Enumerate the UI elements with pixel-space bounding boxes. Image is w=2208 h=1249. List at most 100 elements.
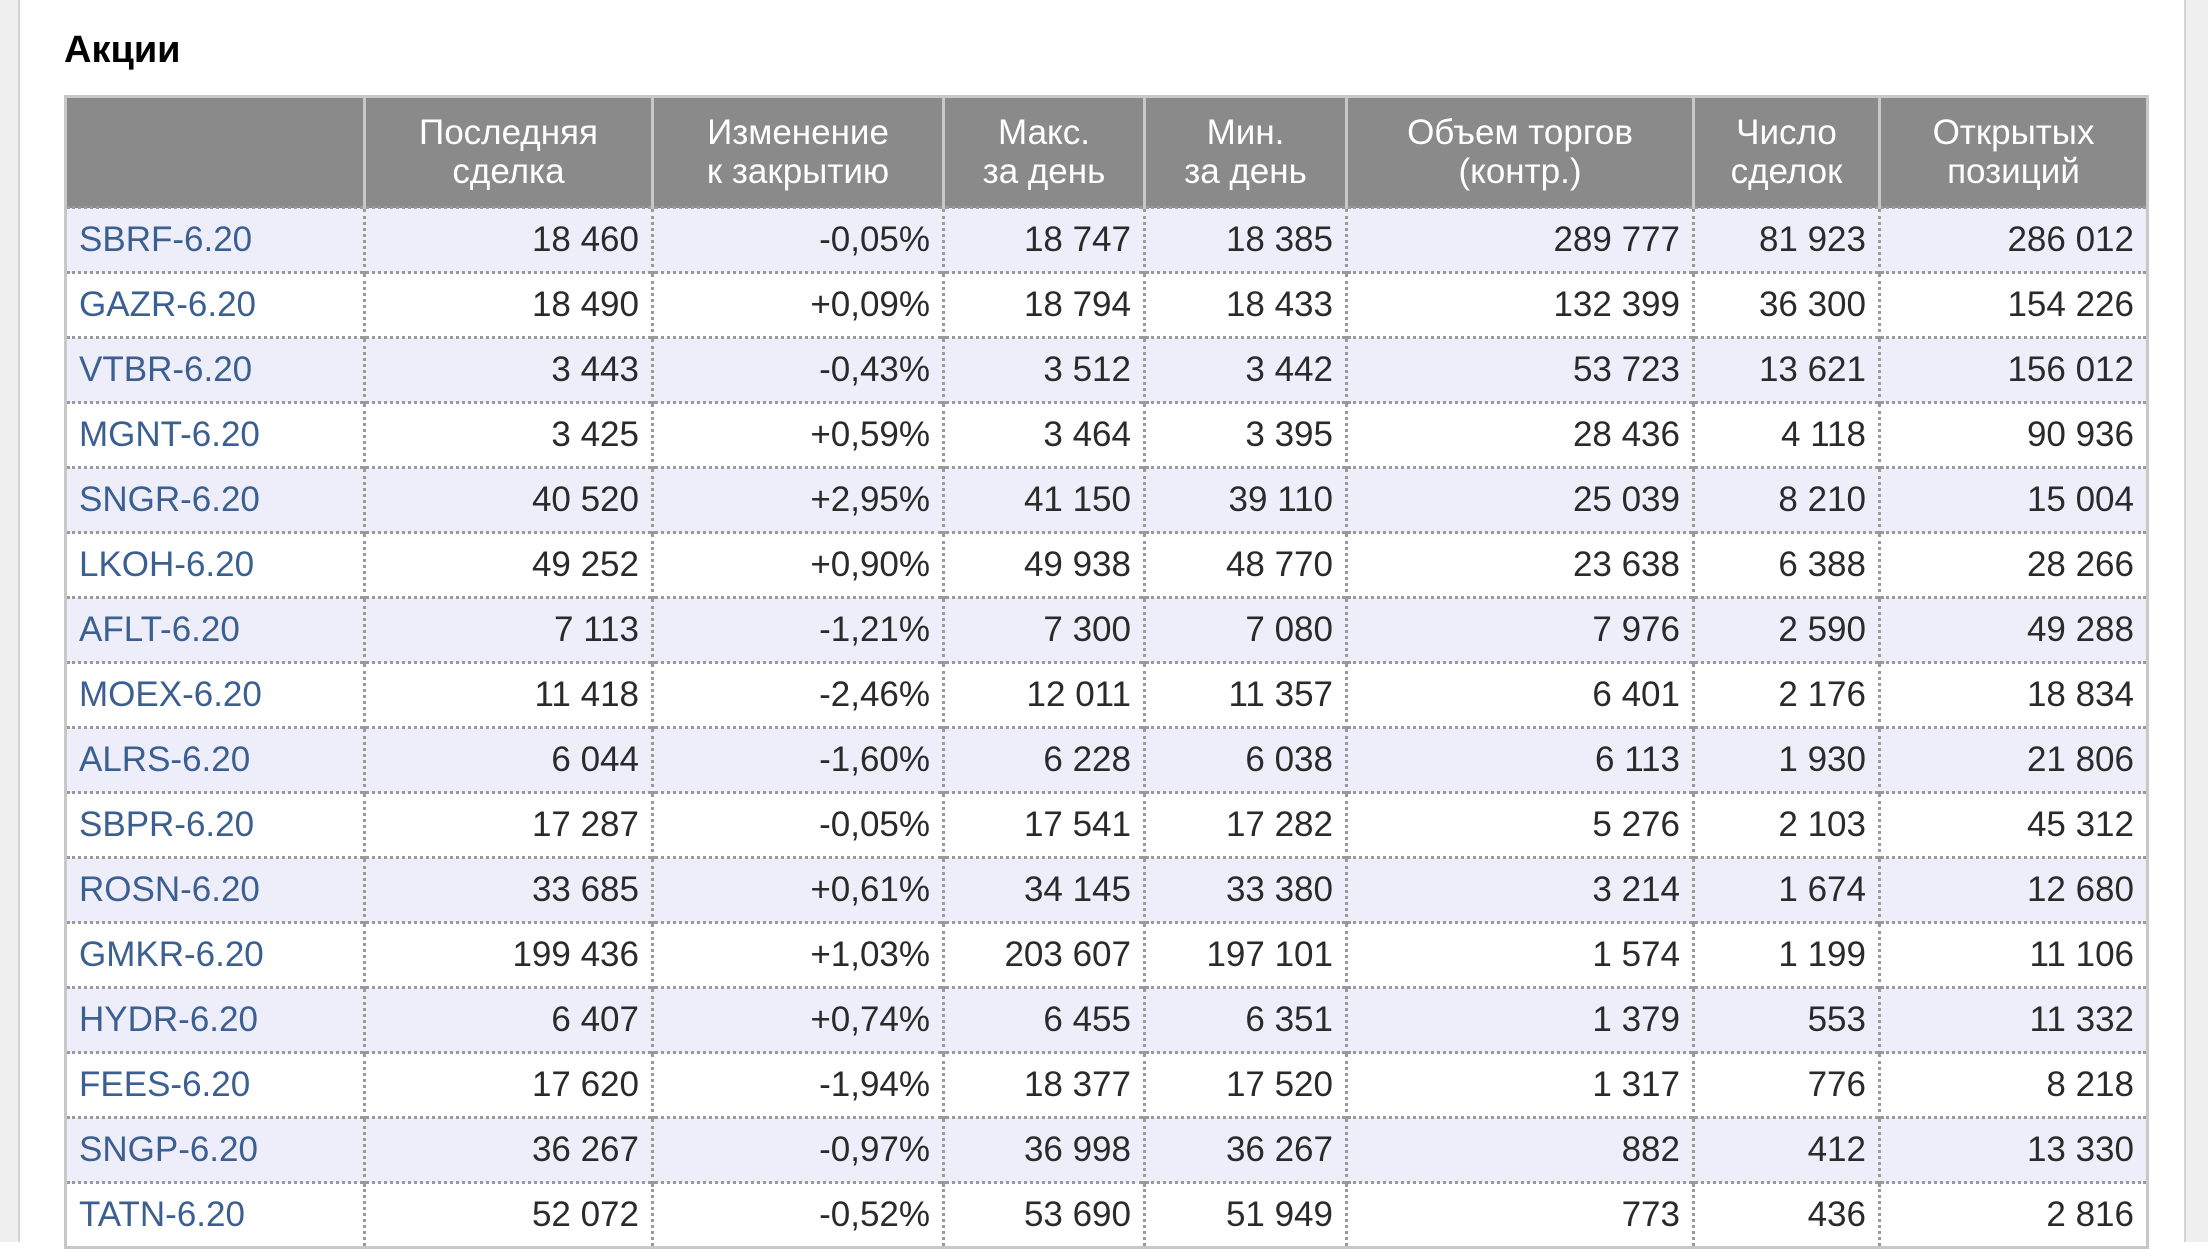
header-volume: Объем торгов (контр.) — [1345, 96, 1694, 208]
cell-ticker: AFLT-6.20 — [65, 596, 365, 663]
cell-last-trade: 17 287 — [363, 791, 653, 858]
cell-trades: 1 930 — [1692, 726, 1880, 793]
cell-volume: 6 113 — [1345, 726, 1694, 793]
quotes-table-body: SBRF-6.20 18 460 -0,05% 18 747 18 385 289 777… — [65, 206, 2148, 1248]
ticker-link[interactable]: MGNT-6.20 — [79, 415, 260, 454]
ticker-link[interactable]: VTBR-6.20 — [79, 350, 253, 389]
table-row: HYDR-6.20 6 407 +0,74% 6 455 6 351 1 379 553 11… — [65, 986, 2148, 1053]
cell-trades: 13 621 — [1692, 336, 1880, 403]
cell-open-interest: 12 680 — [1878, 856, 2148, 923]
cell-change: -2,46% — [651, 661, 944, 728]
cell-change: -0,43% — [651, 336, 944, 403]
ticker-link[interactable]: ALRS-6.20 — [79, 740, 251, 779]
ticker-link[interactable]: MOEX-6.20 — [79, 675, 262, 714]
cell-day-low: 17 520 — [1143, 1051, 1347, 1118]
table-row: TATN-6.20 52 072 -0,52% 53 690 51 949 773 436 2… — [65, 1181, 2148, 1248]
header-ticker — [65, 96, 365, 208]
cell-change: +0,74% — [651, 986, 944, 1053]
ticker-link[interactable]: SBRF-6.20 — [79, 220, 253, 259]
cell-volume: 5 276 — [1345, 791, 1694, 858]
cell-day-high: 12 011 — [942, 661, 1145, 728]
cell-last-trade: 36 267 — [363, 1116, 653, 1183]
cell-day-high: 18 794 — [942, 271, 1145, 338]
cell-day-low: 18 385 — [1143, 206, 1347, 273]
section-title: Акции — [64, 29, 181, 71]
cell-trades: 4 118 — [1692, 401, 1880, 468]
cell-last-trade: 11 418 — [363, 661, 653, 728]
cell-day-low: 39 110 — [1143, 466, 1347, 533]
ticker-link[interactable]: LKOH-6.20 — [79, 545, 255, 584]
cell-open-interest: 49 288 — [1878, 596, 2148, 663]
cell-open-interest: 28 266 — [1878, 531, 2148, 598]
header-label: Макс. — [998, 113, 1090, 152]
right-scroll-edge — [2184, 0, 2208, 1242]
cell-day-high: 49 938 — [942, 531, 1145, 598]
cell-last-trade: 199 436 — [363, 921, 653, 988]
cell-day-high: 3 512 — [942, 336, 1145, 403]
cell-last-trade: 3 443 — [363, 336, 653, 403]
cell-volume: 53 723 — [1345, 336, 1694, 403]
table-row: ALRS-6.20 6 044 -1,60% 6 228 6 038 6 113 1 930… — [65, 726, 2148, 793]
cell-ticker: GAZR-6.20 — [65, 271, 365, 338]
ticker-link[interactable]: FEES-6.20 — [79, 1065, 251, 1104]
cell-trades: 81 923 — [1692, 206, 1880, 273]
ticker-link[interactable]: SNGP-6.20 — [79, 1130, 258, 1169]
ticker-link[interactable]: GAZR-6.20 — [79, 285, 256, 324]
cell-trades: 36 300 — [1692, 271, 1880, 338]
header-label: сделка — [452, 152, 565, 191]
cell-day-high: 53 690 — [942, 1181, 1145, 1248]
cell-day-low: 48 770 — [1143, 531, 1347, 598]
header-label: Число — [1736, 113, 1837, 152]
cell-open-interest: 156 012 — [1878, 336, 2148, 403]
cell-change: +1,03% — [651, 921, 944, 988]
cell-day-low: 51 949 — [1143, 1181, 1347, 1248]
cell-open-interest: 154 226 — [1878, 271, 2148, 338]
header-label: Мин. — [1206, 113, 1285, 152]
cell-open-interest: 286 012 — [1878, 206, 2148, 273]
ticker-link[interactable]: ROSN-6.20 — [79, 870, 260, 909]
cell-day-low: 6 351 — [1143, 986, 1347, 1053]
cell-ticker: SNGP-6.20 — [65, 1116, 365, 1183]
cell-last-trade: 3 425 — [363, 401, 653, 468]
cell-volume: 773 — [1345, 1181, 1694, 1248]
header-label: позиций — [1947, 152, 2080, 191]
ticker-link[interactable]: GMKR-6.20 — [79, 935, 264, 974]
cell-volume: 6 401 — [1345, 661, 1694, 728]
cell-day-high: 7 300 — [942, 596, 1145, 663]
ticker-link[interactable]: HYDR-6.20 — [79, 1000, 258, 1039]
cell-day-low: 18 433 — [1143, 271, 1347, 338]
cell-ticker: VTBR-6.20 — [65, 336, 365, 403]
cell-open-interest: 2 816 — [1878, 1181, 2148, 1248]
ticker-link[interactable]: SNGR-6.20 — [79, 480, 260, 519]
cell-ticker: ALRS-6.20 — [65, 726, 365, 793]
cell-day-high: 6 228 — [942, 726, 1145, 793]
header-label: к закрытию — [706, 152, 890, 191]
ticker-link[interactable]: SBPR-6.20 — [79, 805, 255, 844]
table-row: AFLT-6.20 7 113 -1,21% 7 300 7 080 7 976 2 590… — [65, 596, 2148, 663]
ticker-link[interactable]: AFLT-6.20 — [79, 610, 240, 649]
cell-last-trade: 17 620 — [363, 1051, 653, 1118]
cell-ticker: ROSN-6.20 — [65, 856, 365, 923]
header-label: Открытых — [1932, 113, 2095, 152]
table-row: ROSN-6.20 33 685 +0,61% 34 145 33 380 3 214 1 … — [65, 856, 2148, 923]
cell-open-interest: 15 004 — [1878, 466, 2148, 533]
header-label: (контр.) — [1458, 152, 1582, 191]
cell-volume: 132 399 — [1345, 271, 1694, 338]
cell-trades: 1 199 — [1692, 921, 1880, 988]
cell-trades: 412 — [1692, 1116, 1880, 1183]
cell-trades: 6 388 — [1692, 531, 1880, 598]
cell-day-high: 36 998 — [942, 1116, 1145, 1183]
header-label: Объем торгов — [1407, 113, 1633, 152]
header-label: Последняя — [419, 113, 598, 152]
table-row: GAZR-6.20 18 490 +0,09% 18 794 18 433 132 399… — [65, 271, 2148, 338]
cell-trades: 2 103 — [1692, 791, 1880, 858]
cell-ticker: MOEX-6.20 — [65, 661, 365, 728]
cell-ticker: GMKR-6.20 — [65, 921, 365, 988]
cell-day-low: 7 080 — [1143, 596, 1347, 663]
ticker-link[interactable]: TATN-6.20 — [79, 1195, 245, 1234]
cell-trades: 2 176 — [1692, 661, 1880, 728]
cell-volume: 7 976 — [1345, 596, 1694, 663]
header-change: Изменение к закрытию — [651, 96, 944, 208]
cell-last-trade: 52 072 — [363, 1181, 653, 1248]
